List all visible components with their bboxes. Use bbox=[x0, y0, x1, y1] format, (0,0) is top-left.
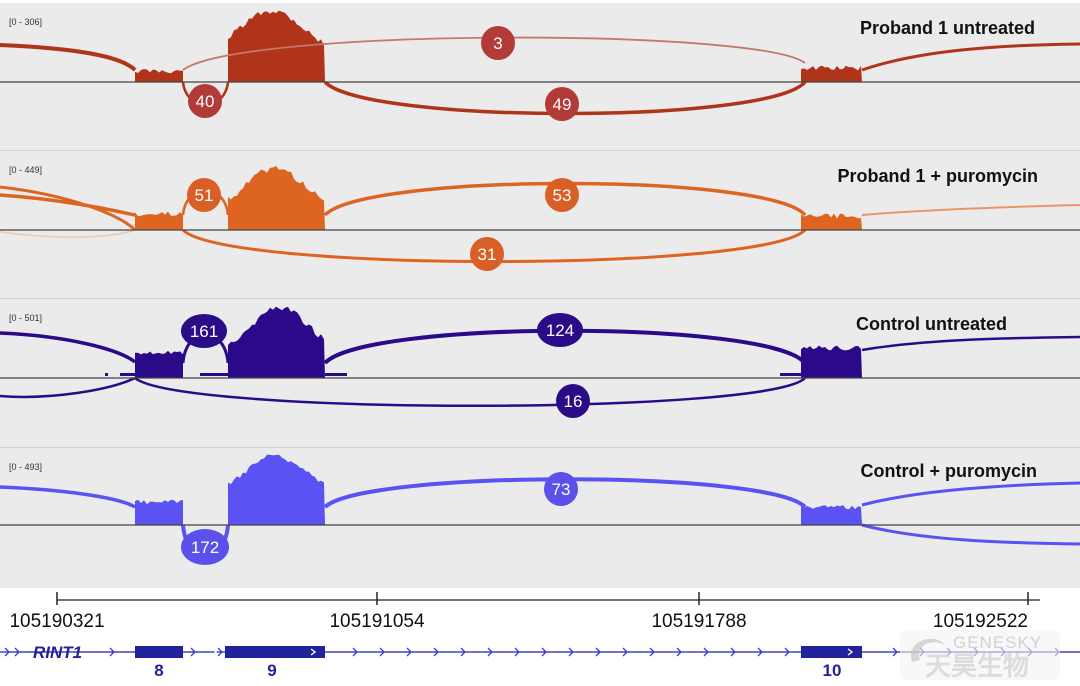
strand-arrow-icon bbox=[568, 647, 574, 657]
strand-arrow-icon bbox=[190, 647, 196, 657]
watermark-chinese: 天昊生物 bbox=[925, 651, 1029, 681]
ruler-tick-label: 105190321 bbox=[9, 611, 104, 632]
junction-arc bbox=[134, 377, 806, 407]
track-title: Proband 1 untreated bbox=[860, 18, 1035, 38]
junction-count-node: 124 bbox=[537, 313, 583, 347]
junction-arc bbox=[861, 523, 1080, 546]
strand-arrow-icon bbox=[757, 647, 763, 657]
strand-arrow-icon bbox=[4, 647, 10, 657]
genesky-swirl-icon bbox=[910, 638, 945, 662]
track-title: Proband 1 + puromycin bbox=[837, 166, 1038, 186]
ruler-tick-label: 105191054 bbox=[329, 611, 425, 632]
svg-text:172: 172 bbox=[191, 538, 219, 557]
coverage-area bbox=[0, 306, 1080, 378]
strand-arrow-icon bbox=[676, 647, 682, 657]
junction-count-node: 16 bbox=[556, 384, 590, 418]
coverage-area bbox=[0, 10, 1080, 83]
exon-block bbox=[135, 646, 183, 658]
exon-number-label: 10 bbox=[823, 661, 842, 680]
track-control-puromycin: [0 - 493] Control + puromycin 73 172 bbox=[0, 448, 1080, 588]
strand-arrow-icon bbox=[892, 647, 898, 657]
exon-block bbox=[225, 646, 325, 658]
strand-arrow-icon bbox=[487, 647, 493, 657]
strand-arrow-icon bbox=[379, 647, 385, 657]
track-range-label: [0 - 493] bbox=[9, 462, 42, 472]
svg-text:73: 73 bbox=[552, 480, 571, 499]
strand-arrow-icon bbox=[406, 647, 412, 657]
strand-arrow-icon bbox=[433, 647, 439, 657]
junction-arc bbox=[0, 376, 136, 399]
gene-name-label: RINT1 bbox=[33, 643, 82, 662]
junction-count-node: 40 bbox=[188, 84, 222, 118]
junction-count-node: 73 bbox=[544, 472, 578, 506]
coordinate-ruler: 105190321 105191054 105191788 105192522 bbox=[9, 592, 1040, 632]
svg-text:124: 124 bbox=[546, 321, 574, 340]
exon-number-label: 8 bbox=[154, 661, 163, 680]
strand-arrow-icon bbox=[541, 647, 547, 657]
svg-text:49: 49 bbox=[553, 95, 572, 114]
svg-text:51: 51 bbox=[195, 186, 214, 205]
svg-text:31: 31 bbox=[478, 245, 497, 264]
junction-count-node: 31 bbox=[470, 237, 504, 271]
exon-number-label: 9 bbox=[267, 661, 276, 680]
strand-arrow-icon bbox=[109, 647, 115, 657]
coverage-area bbox=[0, 454, 1080, 525]
strand-arrow-icon bbox=[622, 647, 628, 657]
track-range-label: [0 - 449] bbox=[9, 165, 42, 175]
track-control-untreated: [0 - 501] Control untreated 161 124 16 bbox=[0, 299, 1080, 449]
strand-arrow-icon bbox=[217, 647, 223, 657]
strand-arrow-icon bbox=[514, 647, 520, 657]
junction-count-node: 3 bbox=[481, 26, 515, 60]
ruler-tick-label: 105192522 bbox=[933, 611, 1028, 632]
svg-text:53: 53 bbox=[553, 186, 572, 205]
strand-arrow-icon bbox=[784, 647, 790, 657]
watermark-english: GENESKY bbox=[953, 633, 1042, 652]
junction-count-node: 49 bbox=[545, 87, 579, 121]
svg-text:40: 40 bbox=[196, 92, 215, 111]
track-range-label: [0 - 501] bbox=[9, 313, 42, 323]
strand-arrow-icon bbox=[352, 647, 358, 657]
svg-text:16: 16 bbox=[564, 392, 583, 411]
junction-count-node: 53 bbox=[545, 178, 579, 212]
track-title: Control untreated bbox=[856, 314, 1007, 334]
junction-count-node: 161 bbox=[181, 314, 227, 348]
strand-arrow-icon bbox=[703, 647, 709, 657]
track-title: Control + puromycin bbox=[860, 461, 1037, 481]
watermark-logo: GENESKY 天昊生物 bbox=[900, 630, 1060, 681]
junction-arc bbox=[0, 185, 137, 232]
ruler-tick-label: 105191788 bbox=[651, 611, 746, 632]
strand-arrow-icon bbox=[649, 647, 655, 657]
track-proband1-puromycin: [0 - 449] Proband 1 + puromycin 51 53 31 bbox=[0, 151, 1080, 300]
strand-arrow-icon bbox=[460, 647, 466, 657]
strand-arrow-icon bbox=[14, 647, 20, 657]
track-range-label: [0 - 306] bbox=[9, 17, 42, 27]
junction-count-node: 51 bbox=[187, 178, 221, 212]
track-proband1-untreated: [0 - 306] Proband 1 untreated 3 40 49 bbox=[0, 3, 1080, 152]
exon-block bbox=[801, 646, 862, 658]
junction-arc bbox=[0, 229, 136, 238]
strand-arrow-icon bbox=[595, 647, 601, 657]
junction-count-node: 172 bbox=[181, 529, 229, 565]
gene-model-track: RINT1 8 9 10 bbox=[0, 643, 1080, 680]
svg-text:3: 3 bbox=[493, 34, 502, 53]
strand-arrow-icon bbox=[730, 647, 736, 657]
svg-text:161: 161 bbox=[190, 322, 218, 341]
